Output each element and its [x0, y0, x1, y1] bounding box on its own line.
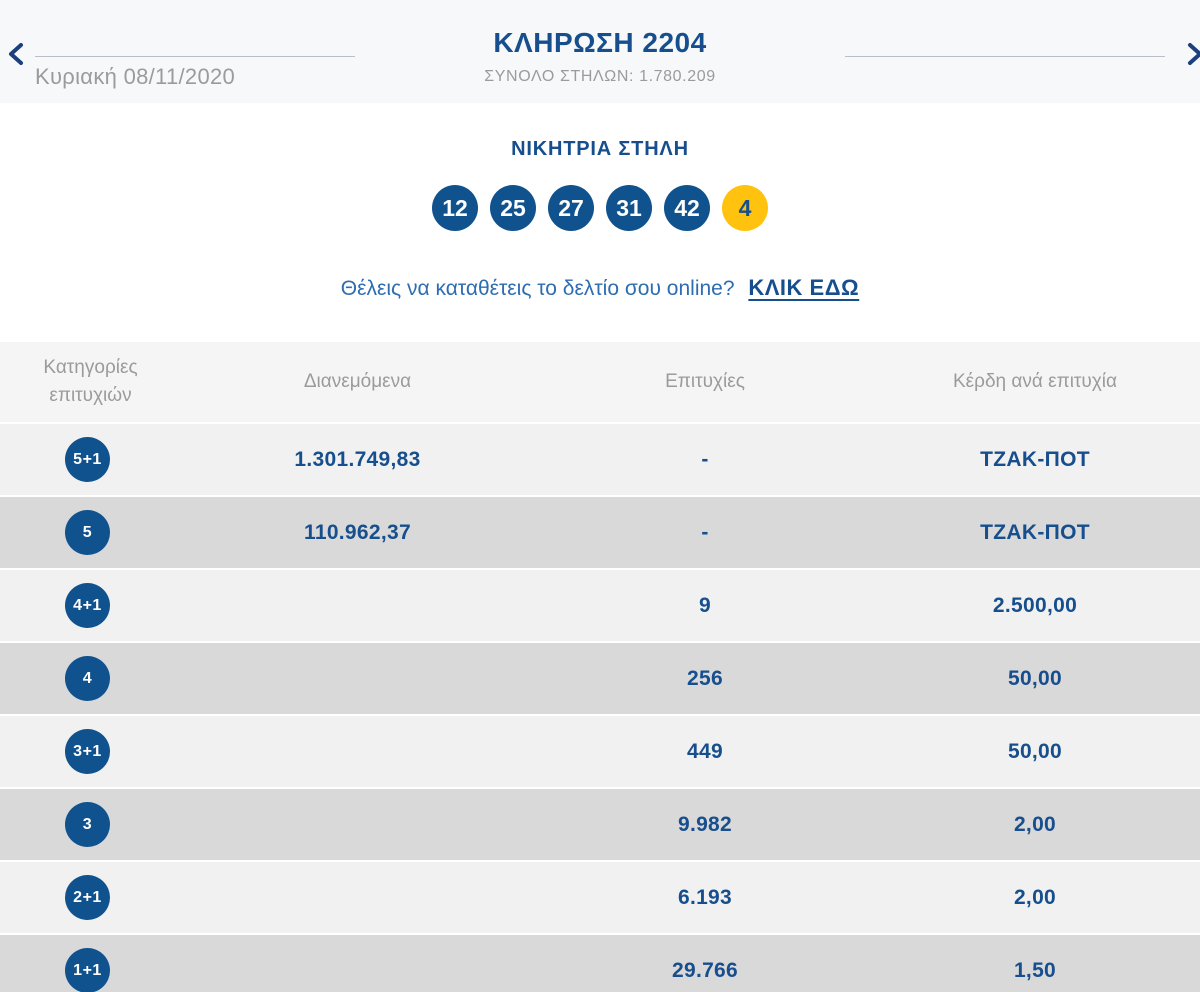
online-cta: Θέλεις να καταθέτεις το δελτίο σου onlin…	[0, 275, 1200, 301]
number-ball: 12	[432, 185, 478, 231]
draw-title: ΚΛΗΡΩΣΗ 2204	[493, 27, 707, 58]
prize-table-header: Κατηγορίες επιτυχιών Διανεμόμενα Επιτυχί…	[0, 342, 1200, 422]
number-ball: 31	[606, 185, 652, 231]
header-winners: Επιτυχίες	[665, 371, 745, 392]
table-row: 5 110.962,37 - ΤΖΑΚ-ΠΟΤ	[0, 495, 1200, 568]
draw-heading: ΚΛΗΡΩΣΗ 2204 ΣΥΝΟΛΟ ΣΤΗΛΩΝ: 1.780.209	[0, 0, 1200, 86]
draw-date: Κυριακή 08/11/2020	[35, 64, 236, 89]
cta-text: Θέλεις να καταθέτεις το δελτίο σου onlin…	[340, 277, 735, 300]
winners-value: 9.982	[677, 812, 733, 836]
winning-column-title: ΝΙΚΗΤΡΙΑ ΣΤΗΛΗ	[511, 138, 689, 160]
total-columns: ΣΥΝΟΛΟ ΣΤΗΛΩΝ: 1.780.209	[484, 68, 716, 85]
prize-value: 2,00	[1013, 812, 1057, 836]
category-badge: 4+1	[65, 583, 110, 628]
table-row: 4+1 9 2.500,00	[0, 568, 1200, 641]
header-distributed: Διανεμόμενα	[303, 371, 412, 392]
previous-draw-selector[interactable]: Κυριακή 08/11/2020	[35, 56, 355, 90]
category-badge: 5+1	[65, 437, 110, 482]
prize-value: 50,00	[1007, 666, 1063, 690]
header-prize: Κέρδη ανά επιτυχία	[953, 371, 1117, 392]
table-row: 2+1 6.193 2,00	[0, 860, 1200, 933]
winners-value: 449	[687, 739, 723, 763]
prize-value: 2,00	[1013, 885, 1057, 909]
table-row: 5+1 1.301.749,83 - ΤΖΑΚ-ΠΟΤ	[0, 422, 1200, 495]
distributed-value: 1.301.749,83	[294, 447, 421, 471]
number-ball: 25	[490, 185, 536, 231]
category-badge: 1+1	[65, 948, 110, 992]
chevron-left-icon[interactable]	[7, 42, 25, 66]
prize-table: Κατηγορίες επιτυχιών Διανεμόμενα Επιτυχί…	[0, 342, 1200, 992]
category-badge: 2+1	[65, 875, 110, 920]
joker-number-ball: 4	[722, 185, 768, 231]
prize-value: ΤΖΑΚ-ΠΟΤ	[980, 447, 1090, 471]
winning-numbers: 12 25 27 31 42 4	[0, 185, 1200, 231]
next-draw-selector[interactable]	[845, 56, 1165, 57]
table-row: 4 256 50,00	[0, 641, 1200, 714]
draw-navigation-bar: Κυριακή 08/11/2020 ΚΛΗΡΩΣΗ 2204 ΣΥΝΟΛΟ Σ…	[0, 0, 1200, 103]
winners-value: 6.193	[677, 885, 733, 909]
table-row: 3+1 449 50,00	[0, 714, 1200, 787]
header-categories: Κατηγορίες επιτυχιών	[43, 356, 138, 407]
click-here-link[interactable]: ΚΛΙΚ ΕΔΩ	[748, 275, 860, 300]
number-ball: 27	[548, 185, 594, 231]
table-row: 3 9.982 2,00	[0, 787, 1200, 860]
winning-column-section: ΝΙΚΗΤΡΙΑ ΣΤΗΛΗ 12 25 27 31 42 4	[0, 138, 1200, 231]
chevron-right-icon[interactable]	[1186, 42, 1200, 66]
category-badge: 3	[65, 802, 110, 847]
winners-value: -	[701, 520, 709, 544]
winners-value: 256	[687, 666, 723, 690]
winners-value: 29.766	[671, 958, 739, 982]
category-badge: 4	[65, 656, 110, 701]
category-badge: 3+1	[65, 729, 110, 774]
prize-value: 50,00	[1007, 739, 1063, 763]
category-badge: 5	[65, 510, 110, 555]
number-ball: 42	[664, 185, 710, 231]
prize-value: ΤΖΑΚ-ΠΟΤ	[980, 520, 1090, 544]
prize-value: 1,50	[1013, 958, 1057, 982]
prize-value: 2.500,00	[992, 593, 1078, 617]
distributed-value: 110.962,37	[304, 520, 411, 544]
winners-value: 9	[699, 593, 711, 617]
winners-value: -	[701, 447, 709, 471]
table-row: 1+1 29.766 1,50	[0, 933, 1200, 992]
